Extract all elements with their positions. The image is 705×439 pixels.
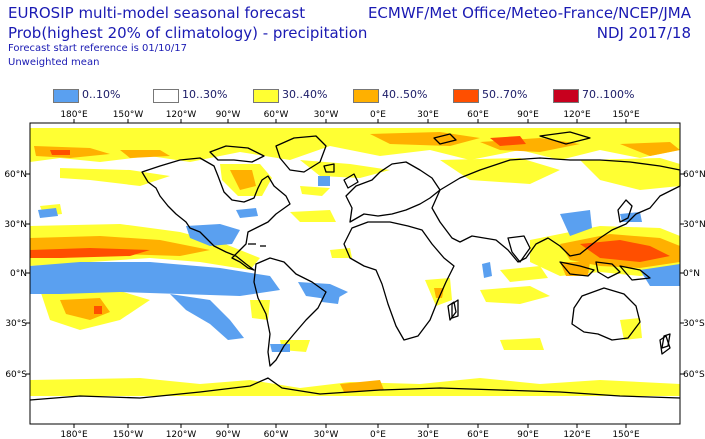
legend-label: 0..10% [82, 88, 121, 101]
latitude-label-left: 60°N [4, 170, 27, 180]
coastlines [29, 131, 681, 401]
map-title-line2: Prob(highest 20% of climatology) - preci… [8, 24, 368, 42]
legend-label: 40..50% [382, 88, 428, 101]
forecast-start-reference: Forecast start reference is 01/10/17 [8, 43, 187, 54]
longitude-label-top: 60°E [467, 110, 489, 120]
longitude-label-top: 0°E [370, 110, 386, 120]
legend-label: 30..40% [282, 88, 328, 101]
latitude-label-right: 60°S [683, 370, 705, 380]
graticule-ticks [26, 119, 684, 428]
longitude-label-bottom: 0°E [370, 430, 386, 439]
longitude-label-bottom: 60°W [264, 430, 289, 439]
legend-swatch [453, 89, 479, 103]
legend-swatch [253, 89, 279, 103]
latitude-label-left: 30°N [4, 220, 27, 230]
latitude-label-right: 60°N [683, 170, 705, 180]
longitude-label-bottom: 30°W [314, 430, 339, 439]
legend-swatch [553, 89, 579, 103]
longitude-label-bottom: 90°E [517, 430, 539, 439]
forecast-period: NDJ 2017/18 [596, 24, 691, 42]
latitude-label-right: 0°N [683, 269, 700, 279]
longitude-label-top: 30°E [417, 110, 439, 120]
longitude-label-top: 150°E [612, 110, 640, 120]
legend-label: 10..30% [182, 88, 228, 101]
map-title-line1: EUROSIP multi-model seasonal forecast [8, 4, 306, 22]
longitude-label-bottom: 90°W [216, 430, 241, 439]
latitude-label-right: 30°S [683, 319, 705, 329]
longitude-label-bottom: 60°E [467, 430, 489, 439]
longitude-label-bottom: 30°E [417, 430, 439, 439]
graticule-labels: 180°E 150°W 120°W 90°W 60°W 30°W 0°E 30°E 60°E 90… [4, 110, 705, 439]
longitude-label-top: 90°W [216, 110, 241, 120]
longitude-label-top: 120°E [563, 110, 591, 120]
legend-swatch [353, 89, 379, 103]
legend-label: 70..100% [582, 88, 635, 101]
longitude-label-bottom: 150°W [113, 430, 144, 439]
longitude-label-top: 180°E [60, 110, 88, 120]
forecast-centres: ECMWF/Met Office/Meteo-France/NCEP/JMA [367, 4, 691, 22]
legend-label: 50..70% [482, 88, 528, 101]
longitude-label-top: 30°W [314, 110, 339, 120]
weighting-note: Unweighted mean [8, 57, 100, 68]
latitude-label-left: 0°N [10, 269, 27, 279]
probability-shading [30, 128, 680, 424]
longitude-label-top: 90°E [517, 110, 539, 120]
legend-swatch [53, 89, 79, 103]
longitude-label-top: 60°W [264, 110, 289, 120]
latitude-label-left: 30°S [5, 319, 27, 329]
longitude-label-top: 120°W [166, 110, 197, 120]
latitude-label-left: 60°S [5, 370, 27, 380]
longitude-label-bottom: 120°W [166, 430, 197, 439]
longitude-label-bottom: 120°E [563, 430, 591, 439]
longitude-label-bottom: 180°E [60, 430, 88, 439]
longitude-label-bottom: 150°E [612, 430, 640, 439]
longitude-label-top: 150°W [113, 110, 144, 120]
legend-swatch [153, 89, 179, 103]
latitude-label-right: 30°N [683, 220, 705, 230]
